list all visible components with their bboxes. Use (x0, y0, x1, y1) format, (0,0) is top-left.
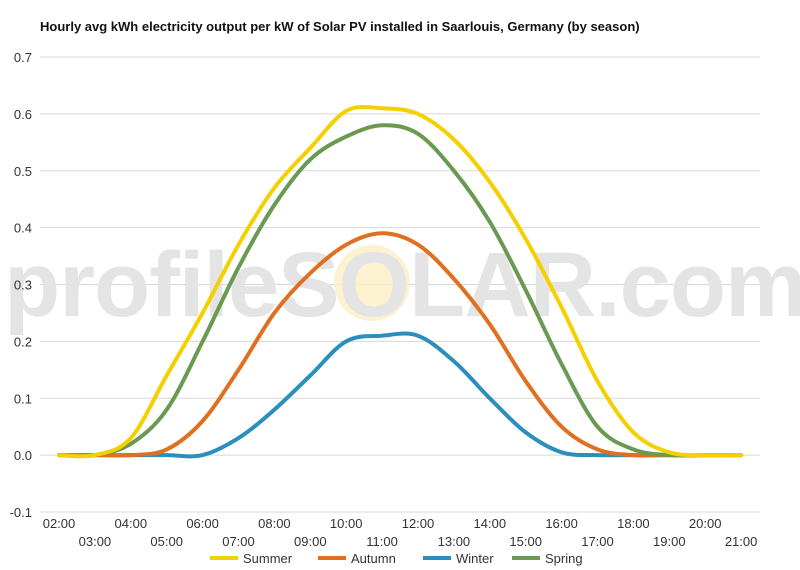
y-tick-label: 0.3 (14, 278, 32, 293)
x-tick-label: 13:00 (438, 534, 471, 549)
y-tick-label: 0.6 (14, 107, 32, 122)
legend-label-summer: Summer (243, 551, 293, 566)
y-tick-label: 0.1 (14, 391, 32, 406)
x-tick-label: 16:00 (545, 516, 578, 531)
x-tick-label: 04:00 (115, 516, 148, 531)
y-tick-label: -0.1 (10, 505, 32, 520)
y-tick-label: 0.0 (14, 448, 32, 463)
watermark: profileSOLAR.com (4, 234, 800, 336)
y-tick-label: 0.2 (14, 334, 32, 349)
x-tick-label: 09:00 (294, 534, 327, 549)
legend-label-autumn: Autumn (351, 551, 396, 566)
x-tick-label: 03:00 (79, 534, 112, 549)
y-tick-label: 0.4 (14, 221, 32, 236)
legend-label-winter: Winter (456, 551, 494, 566)
x-tick-label: 14:00 (474, 516, 507, 531)
y-tick-label: 0.5 (14, 164, 32, 179)
x-tick-label: 12:00 (402, 516, 435, 531)
x-tick-label: 21:00 (725, 534, 758, 549)
watermark-sun-icon (334, 245, 410, 321)
x-tick-label: 07:00 (222, 534, 255, 549)
series-line-spring (57, 123, 744, 458)
x-tick-label: 15:00 (509, 534, 542, 549)
y-axis-ticks: -0.1 0.0 0.1 0.2 0.3 0.4 0.5 0.6 0.7 (10, 50, 32, 520)
watermark-text: profileSOLAR.com (4, 234, 800, 336)
y-tick-label: 0.7 (14, 50, 32, 65)
x-tick-label: 17:00 (581, 534, 614, 549)
legend-label-spring: Spring (545, 551, 583, 566)
x-tick-label: 08:00 (258, 516, 291, 531)
series-lines (57, 104, 744, 459)
x-tick-label: 11:00 (366, 534, 398, 549)
x-tick-label: 10:00 (330, 516, 363, 531)
legend: Summer Autumn Winter Spring (210, 551, 583, 566)
x-tick-label: 19:00 (653, 534, 686, 549)
x-axis-ticks: 02:0003:0004:0005:0006:0007:0008:0009:00… (43, 516, 758, 549)
series-line-autumn (57, 231, 744, 458)
x-tick-label: 06:00 (186, 516, 219, 531)
series-line-summer (57, 104, 744, 459)
x-tick-label: 20:00 (689, 516, 722, 531)
chart-title: Hourly avg kWh electricity output per kW… (40, 19, 640, 34)
x-tick-label: 05:00 (150, 534, 183, 549)
x-tick-label: 02:00 (43, 516, 76, 531)
x-tick-label: 18:00 (617, 516, 650, 531)
